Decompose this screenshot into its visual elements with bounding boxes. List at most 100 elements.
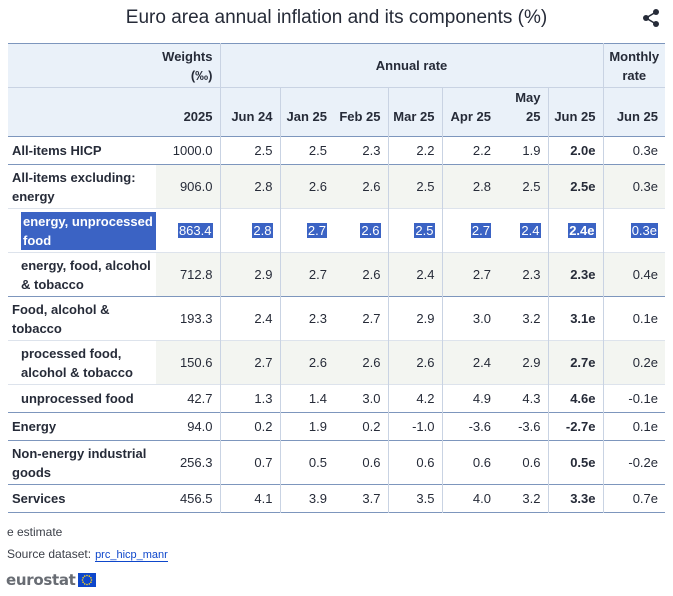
col-header-jun25: Jun 25 — [547, 87, 603, 137]
cell-value: 2.2 — [441, 136, 498, 165]
row-label: unprocessed food — [8, 384, 156, 413]
cell-value: 0.6 — [387, 440, 442, 485]
table-row: energy, food, alcohol & tobacco 712.8 2.… — [8, 252, 665, 297]
chart-title: Euro area annual inflation and its compo… — [125, 7, 548, 28]
logo-text: eurostat — [6, 571, 76, 589]
cell-weight: 150.6 — [156, 340, 220, 385]
cell-value: 2.2 — [387, 136, 442, 165]
cell-value: 2.6 — [387, 340, 442, 385]
table-row: energy, unprocessed food 863.4 2.8 2.7 2… — [8, 208, 665, 253]
row-label: Energy — [8, 412, 156, 441]
row-label: energy, food, alcohol & tobacco — [21, 257, 151, 292]
cell-value: 2.3 — [279, 296, 334, 341]
cell-value: 0.2e — [602, 340, 665, 385]
cell-value: 2.5 — [498, 164, 548, 209]
table-row: unprocessed food 42.7 1.3 1.4 3.0 4.2 4.… — [8, 384, 665, 413]
cell-value: 0.6 — [334, 440, 388, 485]
cell-value: 2.5 — [219, 136, 280, 165]
cell-value: 2.4 — [441, 340, 498, 385]
cell-weight: 456.5 — [156, 484, 220, 513]
cell-value: 2.7e — [547, 340, 603, 385]
cell-value: 2.8 — [219, 164, 280, 209]
col-header-2025: 2025 — [156, 87, 220, 137]
cell-value: -1.0 — [387, 412, 442, 441]
cell-value: 2.7 — [334, 296, 388, 341]
cell-value: 4.1 — [219, 484, 280, 513]
table-row: Non-energy industrial goods 256.3 0.7 0.… — [8, 440, 665, 485]
footnote: e estimate — [7, 525, 63, 539]
header-empty — [8, 43, 156, 88]
col-header-apr25: Apr 25 — [441, 87, 498, 137]
source-line: Source dataset: prc_hicp_manr — [7, 547, 168, 562]
eurostat-logo[interactable]: eurostat — [6, 571, 96, 589]
cell-value: 2.5e — [547, 164, 603, 209]
cell-value: 0.7e — [602, 484, 665, 513]
table-row: Energy 94.0 0.2 1.9 0.2 -1.0 -3.6 -3.6 -… — [8, 412, 665, 441]
cell-value: -3.6 — [441, 412, 498, 441]
cell-value: 2.8 — [219, 208, 280, 253]
cell-value: 1.9 — [498, 136, 548, 165]
cell-value: 0.3e — [602, 136, 665, 165]
cell-value: 2.6 — [334, 208, 388, 253]
cell-value: 2.4 — [219, 296, 280, 341]
cell-weight: 906.0 — [156, 164, 220, 209]
row-label: Food, alcohol & tobacco — [8, 296, 156, 341]
cell-weight: 94.0 — [156, 412, 220, 441]
inflation-table: Weights (‰) Annual rate Monthly rate 2025 … — [8, 43, 665, 513]
table-row: Services 456.5 4.1 3.9 3.7 3.5 4.0 3.2 3… — [8, 484, 665, 513]
cell-value: 2.9 — [219, 252, 280, 297]
cell-value: 3.0 — [441, 296, 498, 341]
cell-weight: 256.3 — [156, 440, 220, 485]
source-dataset-link[interactable]: prc_hicp_manr — [95, 549, 168, 562]
monthly-rate-header: Monthly rate — [602, 43, 665, 88]
cell-value: 4.6e — [547, 384, 603, 413]
cell-value: 4.9 — [441, 384, 498, 413]
cell-weight: 712.8 — [156, 252, 220, 297]
cell-value: 3.0 — [334, 384, 388, 413]
weights-header: Weights (‰) — [156, 43, 220, 88]
row-label: All-items excluding: energy — [12, 169, 136, 204]
cell-value: 2.5 — [387, 164, 442, 209]
cell-value: 2.6 — [279, 164, 334, 209]
cell-value: 2.7 — [279, 252, 334, 297]
cell-value: 3.1e — [547, 296, 603, 341]
col-header-monthly-jun25: Jun 25 — [602, 87, 665, 137]
cell-value: 2.6 — [334, 252, 388, 297]
cell-value: 2.4 — [498, 208, 548, 253]
cell-value: -2.7e — [547, 412, 603, 441]
cell-value: 2.7 — [441, 208, 498, 253]
source-label: Source dataset: — [7, 547, 92, 561]
cell-weight: 42.7 — [156, 384, 220, 413]
cell-value: -0.1e — [602, 384, 665, 413]
row-label: energy, unprocessed food — [8, 208, 156, 253]
cell-value: 3.2 — [498, 296, 548, 341]
cell-value: 1.4 — [279, 384, 334, 413]
cell-value: 2.4 — [387, 252, 442, 297]
row-label: processed food, alcohol & tobacco — [21, 345, 133, 380]
cell-value: 0.1e — [602, 412, 665, 441]
inflation-table-container: Weights (‰) Annual rate Monthly rate 2025 … — [8, 43, 665, 513]
table-row: All-items HICP 1000.0 2.5 2.5 2.3 2.2 2.… — [8, 136, 665, 165]
share-icon[interactable] — [641, 8, 661, 28]
col-header-may25: May 25 — [498, 87, 548, 137]
col-header-mar25: Mar 25 — [387, 87, 442, 137]
cell-value: 0.2 — [334, 412, 388, 441]
cell-value: 2.9 — [498, 340, 548, 385]
table-row: Food, alcohol & tobacco 193.3 2.4 2.3 2.… — [8, 296, 665, 341]
col-header-jun24: Jun 24 — [219, 87, 280, 137]
col-header-jan25: Jan 25 — [279, 87, 334, 137]
cell-value: 0.7 — [219, 440, 280, 485]
cell-value: 0.3e — [602, 164, 665, 209]
cell-value: 3.5 — [387, 484, 442, 513]
cell-weight: 193.3 — [156, 296, 220, 341]
cell-value: 0.5e — [547, 440, 603, 485]
table-row: processed food, alcohol & tobacco 150.6 … — [8, 340, 665, 385]
cell-value: 2.6 — [279, 340, 334, 385]
cell-value: 1.3 — [219, 384, 280, 413]
eu-flag-icon — [77, 573, 96, 587]
row-label: Services — [8, 484, 156, 513]
cell-value: 0.6 — [498, 440, 548, 485]
cell-value: 0.3e — [602, 208, 665, 253]
cell-value: 2.7 — [219, 340, 280, 385]
cell-value: 2.3 — [498, 252, 548, 297]
